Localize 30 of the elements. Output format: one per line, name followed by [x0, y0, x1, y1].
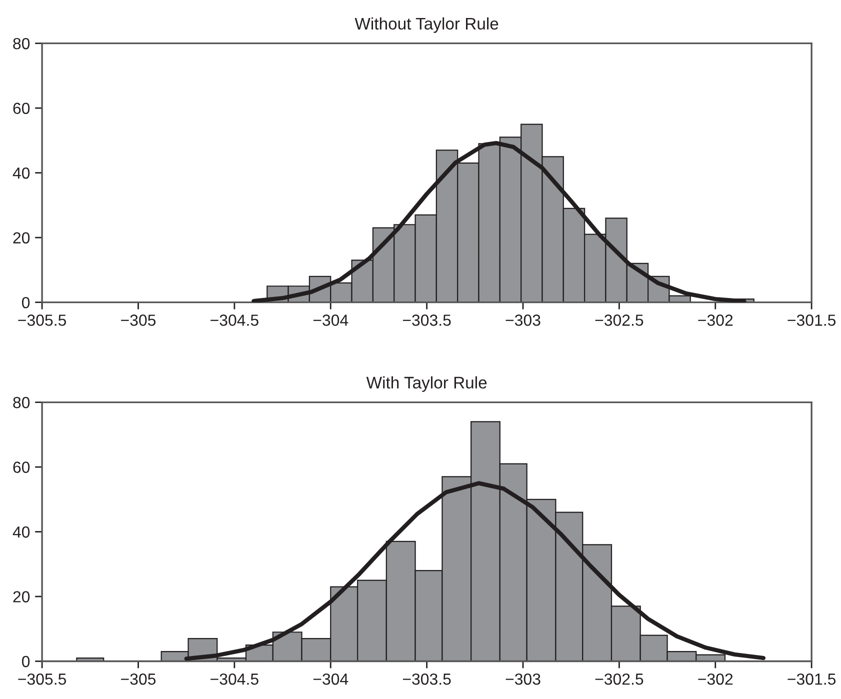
x-tick-label: −304	[313, 673, 348, 685]
x-tick-label: −302	[698, 673, 733, 685]
y-tick-label: 20	[13, 232, 30, 244]
x-tick-label: −303.5	[402, 673, 451, 685]
x-tick-label: −304.5	[210, 314, 258, 326]
x-tick-label: −301.5	[788, 314, 836, 326]
y-tick-label: 60	[13, 102, 30, 114]
x-tick-label: −303	[506, 673, 540, 685]
x-tick-label: −303.5	[402, 314, 451, 326]
x-tick-label: −305	[121, 673, 156, 685]
x-tick-label: −302.5	[595, 673, 644, 685]
x-tick-label: −305.5	[18, 314, 66, 326]
y-tick-label: 60	[13, 462, 30, 473]
y-tick-label: 0	[22, 296, 30, 308]
x-tick-label: −305.5	[18, 673, 66, 685]
x-tick-label: −305	[121, 314, 156, 326]
y-tick-label: 80	[13, 396, 30, 408]
y-tick-label: 0	[22, 656, 30, 668]
y-tick-label: 40	[12, 167, 30, 179]
chart-title: With Taylor Rule	[366, 376, 487, 392]
x-tick-label: −304	[313, 314, 348, 326]
x-tick-label: −302.5	[595, 314, 644, 326]
y-tick-label: 80	[13, 38, 30, 50]
x-tick-label: −304.5	[210, 673, 258, 685]
x-tick-label: −302	[698, 314, 733, 326]
x-tick-label: −301.5	[788, 673, 836, 685]
x-tick-label: −303	[506, 314, 540, 326]
chart-title: Without Taylor Rule	[354, 17, 498, 33]
y-tick-label: 40	[12, 526, 30, 538]
y-tick-label: 20	[13, 591, 30, 602]
